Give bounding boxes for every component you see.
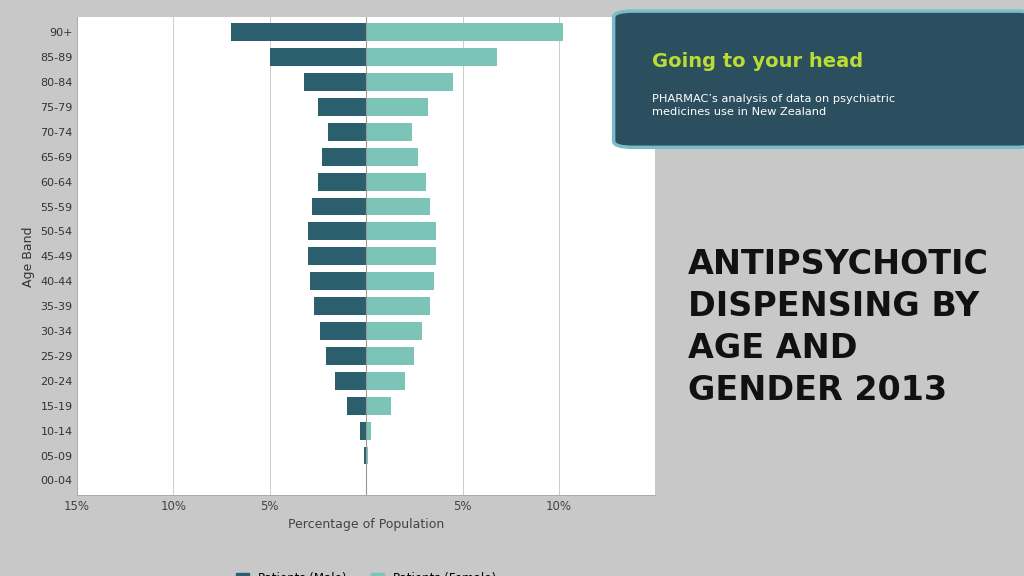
Bar: [367, 23, 563, 41]
Bar: [328, 123, 367, 141]
FancyBboxPatch shape: [613, 11, 1024, 147]
Text: Going to your head: Going to your head: [652, 52, 863, 71]
Bar: [308, 247, 367, 266]
Bar: [310, 272, 367, 290]
Bar: [367, 322, 422, 340]
Bar: [364, 446, 367, 464]
Bar: [269, 48, 367, 66]
Bar: [367, 48, 498, 66]
Bar: [367, 222, 435, 240]
Bar: [367, 173, 426, 191]
Bar: [367, 73, 453, 91]
Bar: [367, 198, 430, 215]
Bar: [312, 198, 367, 215]
Text: PHARMAC’s analysis of data on psychiatric
medicines use in New Zealand: PHARMAC’s analysis of data on psychiatri…: [652, 94, 895, 118]
Bar: [322, 148, 367, 166]
Bar: [367, 446, 368, 464]
Bar: [367, 247, 435, 266]
Bar: [367, 148, 418, 166]
Bar: [317, 98, 367, 116]
Bar: [231, 23, 367, 41]
Bar: [314, 297, 367, 315]
Bar: [335, 372, 367, 390]
Text: ANTIPSYCHOTIC
DISPENSING BY
AGE AND
GENDER 2013: ANTIPSYCHOTIC DISPENSING BY AGE AND GEND…: [688, 248, 989, 407]
Bar: [326, 347, 367, 365]
Bar: [367, 123, 413, 141]
Bar: [367, 272, 433, 290]
Bar: [319, 322, 367, 340]
X-axis label: Percentage of Population: Percentage of Population: [288, 518, 444, 531]
Bar: [304, 73, 367, 91]
Bar: [367, 297, 430, 315]
Y-axis label: Age Band: Age Band: [22, 226, 35, 287]
Legend: Patients (Male), Patients (Female): Patients (Male), Patients (Female): [231, 567, 501, 576]
Bar: [367, 98, 428, 116]
Bar: [347, 397, 367, 415]
Bar: [360, 422, 367, 439]
Bar: [367, 422, 371, 439]
Bar: [317, 173, 367, 191]
Bar: [308, 222, 367, 240]
Bar: [367, 397, 391, 415]
Bar: [367, 372, 404, 390]
Bar: [367, 347, 415, 365]
